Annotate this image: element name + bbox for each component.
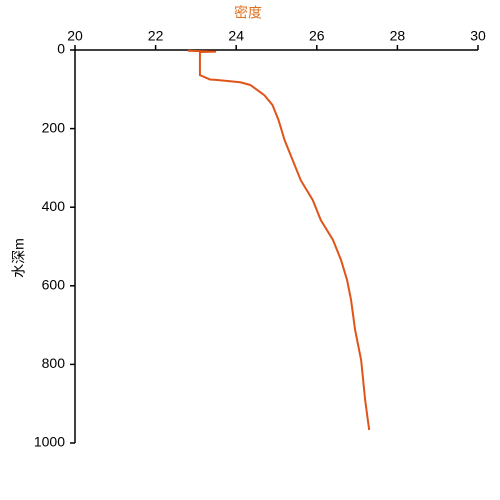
y-axis-label: 水深m <box>11 238 27 278</box>
x-tick-label: 20 <box>67 28 83 44</box>
y-tick-label: 600 <box>42 277 66 293</box>
x-tick-label: 22 <box>148 28 164 44</box>
x-axis-label: 密度 <box>234 5 262 21</box>
y-tick-label: 800 <box>42 355 66 371</box>
y-tick-label: 400 <box>42 198 66 214</box>
data-line <box>187 49 371 431</box>
x-tick-label: 30 <box>470 28 486 44</box>
x-tick-label: 28 <box>390 28 406 44</box>
y-tick-label: 200 <box>42 119 66 135</box>
x-tick-label: 24 <box>228 28 244 44</box>
y-tick-label: 1000 <box>34 434 65 450</box>
x-tick-label: 26 <box>309 28 325 44</box>
y-tick-label: 0 <box>57 41 65 57</box>
